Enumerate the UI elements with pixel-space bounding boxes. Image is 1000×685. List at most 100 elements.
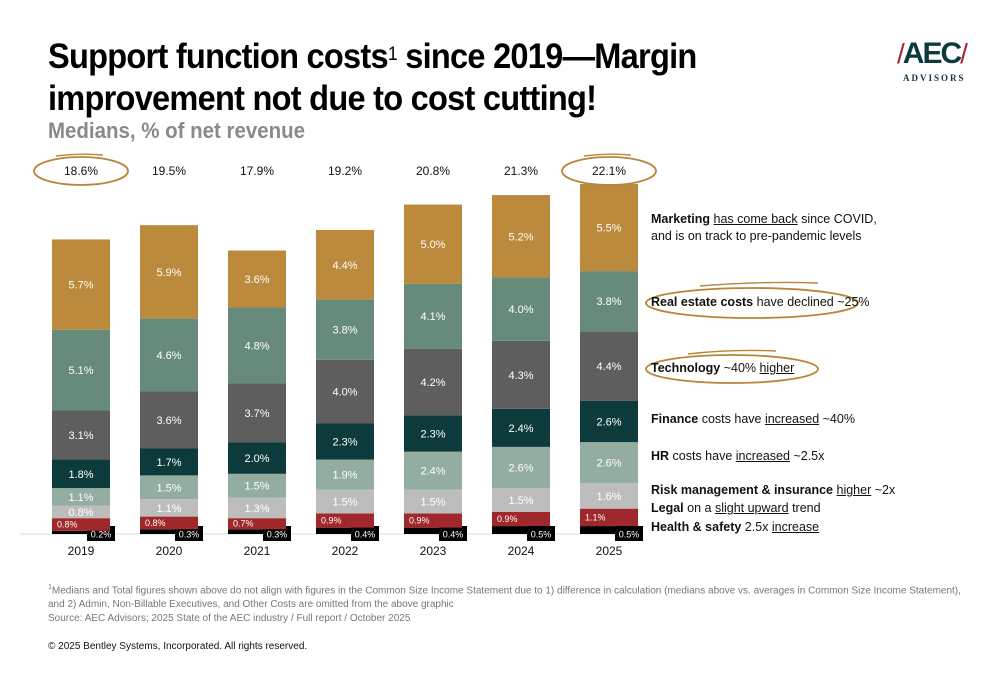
data-label-real-estate: 3.8% bbox=[596, 296, 621, 308]
highlight-ellipse bbox=[33, 156, 129, 186]
data-label-real-estate: 4.6% bbox=[156, 350, 181, 362]
data-label-marketing: 4.4% bbox=[332, 260, 357, 272]
data-label-hr: 2.4% bbox=[420, 466, 445, 478]
logo-subtext: ADVISORS bbox=[903, 73, 966, 83]
data-label-hr: 1.9% bbox=[332, 470, 357, 482]
data-label-technology: 4.2% bbox=[420, 377, 445, 389]
bar-segment-risk bbox=[316, 489, 374, 514]
annotation-highlight-stroke bbox=[699, 281, 819, 287]
annotation-text: and is on track to pre-pandemic levels bbox=[651, 229, 862, 243]
data-label-health-safety: 0.2% bbox=[91, 530, 112, 540]
annotation-text: ~40% bbox=[720, 361, 760, 375]
data-label-health-safety: 0.5% bbox=[619, 530, 640, 540]
annotation-text: since COVID, bbox=[797, 212, 877, 226]
annotation-real-estate: Real estate costs have declined ~25% bbox=[651, 294, 870, 311]
bar-segment-hr bbox=[316, 459, 374, 490]
bar-segment-finance bbox=[228, 442, 286, 474]
data-label-health-safety: 0.3% bbox=[179, 530, 200, 540]
bar-segment-marketing bbox=[228, 250, 286, 308]
title-line2: improvement not due to cost cutting! bbox=[48, 79, 597, 118]
bar-segment-hr bbox=[404, 451, 462, 490]
bar-segment-health-safety bbox=[316, 527, 374, 534]
health-safety-label-box bbox=[175, 526, 203, 541]
data-label-legal: 0.8% bbox=[57, 519, 78, 529]
bar-segment-health-safety bbox=[140, 529, 198, 534]
annotation-hr: HR costs have increased ~2.5x bbox=[651, 448, 824, 465]
data-label-finance: 2.4% bbox=[508, 423, 533, 435]
bar-segment-real-estate bbox=[228, 307, 286, 384]
health-safety-label-box bbox=[351, 526, 379, 541]
bar-segment-legal bbox=[52, 518, 110, 531]
data-label-real-estate: 4.0% bbox=[508, 304, 533, 316]
bar-segment-health-safety bbox=[404, 527, 462, 534]
data-label-health-safety: 0.5% bbox=[531, 530, 552, 540]
annotation-technology: Technology ~40% higher bbox=[651, 360, 794, 377]
annotation-underlined: higher bbox=[759, 361, 795, 375]
bar-segment-finance bbox=[52, 459, 110, 489]
health-safety-label-box bbox=[263, 526, 291, 541]
data-label-marketing: 3.6% bbox=[244, 274, 269, 286]
page-title: Support function costs1 since 2019—Margi… bbox=[48, 36, 697, 120]
annotation-health-safety-bold: Health & safety bbox=[651, 520, 742, 534]
bar-segment-legal bbox=[492, 511, 550, 527]
data-label-hr: 1.1% bbox=[68, 492, 93, 504]
bar-segment-hr bbox=[492, 446, 550, 489]
total-label: 17.9% bbox=[240, 164, 274, 178]
bar-segment-technology bbox=[228, 383, 286, 443]
annotation-finance-bold: Finance bbox=[651, 412, 699, 426]
bar-segment-marketing bbox=[316, 229, 374, 300]
bar-segment-marketing bbox=[52, 239, 110, 330]
data-label-health-safety: 0.4% bbox=[443, 530, 464, 540]
bar-segment-health-safety bbox=[492, 526, 550, 534]
annotation-text: trend bbox=[788, 501, 821, 515]
title-footnote-mark: 1 bbox=[387, 44, 398, 65]
data-label-risk: 1.5% bbox=[420, 497, 445, 509]
data-label-legal: 0.9% bbox=[321, 516, 342, 526]
data-label-legal: 0.9% bbox=[409, 516, 430, 526]
data-label-technology: 3.6% bbox=[156, 415, 181, 427]
bar-segment-hr bbox=[140, 475, 198, 500]
data-label-finance: 1.7% bbox=[156, 457, 181, 469]
bar-segment-legal bbox=[404, 513, 462, 528]
data-label-risk: 1.1% bbox=[156, 503, 181, 515]
bar-segment-health-safety bbox=[52, 530, 110, 534]
annotation-text: ~2.5x bbox=[789, 449, 825, 463]
copyright: © 2025 Bentley Systems, Incorporated. Al… bbox=[48, 641, 308, 652]
annotation-marketing: Marketing has come back since COVID, and… bbox=[651, 211, 877, 245]
data-label-finance: 2.6% bbox=[596, 417, 621, 429]
annotation-finance: Finance costs have increased ~40% bbox=[651, 411, 855, 428]
x-tick-label: 2023 bbox=[420, 544, 447, 558]
health-safety-label-box bbox=[527, 526, 555, 541]
bar-segment-marketing bbox=[140, 225, 198, 319]
bar-segment-hr bbox=[580, 442, 638, 484]
footnote-line2: and 2) Admin, Non-Billable Executives, a… bbox=[48, 599, 454, 611]
data-label-risk: 1.3% bbox=[244, 503, 269, 515]
annotation-legal-bold: Legal bbox=[651, 501, 684, 515]
bar-segment-real-estate bbox=[492, 277, 550, 341]
bar-segment-risk bbox=[140, 499, 198, 517]
data-label-hr: 1.5% bbox=[244, 481, 269, 493]
bar-segment-legal bbox=[316, 513, 374, 528]
annotation-technology-bold: Technology bbox=[651, 361, 721, 375]
aec-advisors-logo: /AEC/ ADVISORS bbox=[897, 39, 973, 84]
total-label: 18.6% bbox=[64, 164, 98, 178]
footnote: 1Medians and Total figures shown above d… bbox=[48, 581, 961, 626]
bar-segment-finance bbox=[492, 408, 550, 447]
annotation-text: costs have bbox=[698, 412, 765, 426]
data-label-marketing: 5.9% bbox=[156, 267, 181, 279]
data-label-marketing: 5.7% bbox=[68, 280, 93, 292]
annotation-real-estate-bold: Real estate costs bbox=[651, 295, 754, 309]
annotation-legal: Legal on a slight upward trend bbox=[651, 500, 821, 517]
total-label: 19.2% bbox=[328, 164, 362, 178]
data-label-finance: 2.0% bbox=[244, 453, 269, 465]
bar-segment-legal bbox=[140, 516, 198, 530]
x-tick-label: 2020 bbox=[156, 544, 183, 558]
footnote-mark: 1 bbox=[48, 584, 52, 591]
footnote-line1: Medians and Total figures shown above do… bbox=[51, 585, 961, 597]
highlight-stroke bbox=[583, 153, 632, 157]
annotation-marketing-bold: Marketing bbox=[651, 212, 711, 226]
data-label-legal: 0.7% bbox=[233, 519, 254, 529]
bar-segment-legal bbox=[228, 518, 286, 530]
bar-segment-technology bbox=[52, 410, 110, 460]
